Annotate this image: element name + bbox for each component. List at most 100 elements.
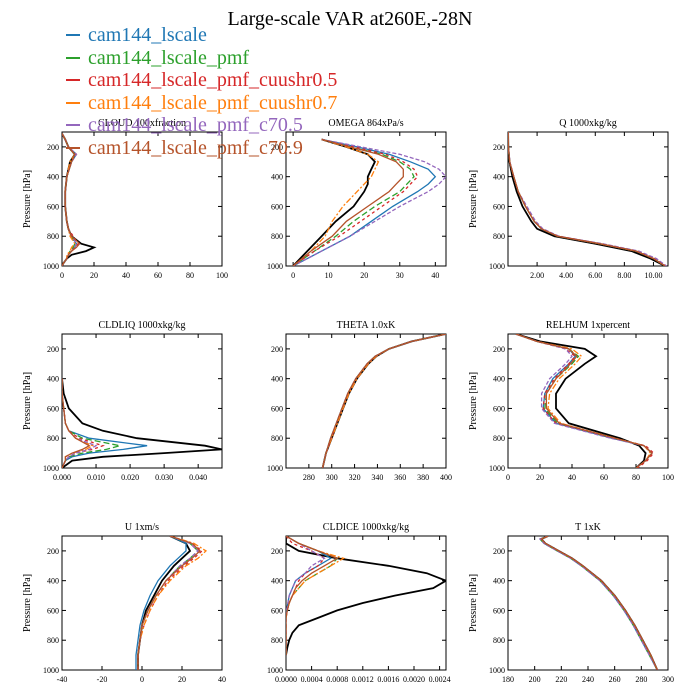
x-tick-label: 40: [568, 473, 576, 482]
legend-swatch: [66, 56, 80, 59]
x-tick-label: 0.0004: [301, 675, 323, 684]
x-tick-label: 280: [303, 473, 315, 482]
y-tick-label: 200: [493, 345, 505, 354]
x-tick-label: 0.0024: [429, 675, 451, 684]
series-line: [286, 536, 326, 656]
series-line: [508, 132, 666, 266]
series-line: [62, 378, 222, 468]
x-tick-label: 40: [122, 271, 130, 280]
x-tick-label: 220: [555, 675, 567, 684]
y-tick-label: 1000: [489, 464, 505, 473]
y-tick-label: 800: [47, 636, 59, 645]
x-tick-label: 8.00: [617, 271, 631, 280]
x-tick-label: 20: [90, 271, 98, 280]
series-line: [137, 536, 201, 670]
series-line: [286, 536, 346, 656]
x-tick-label: 0.040: [189, 473, 207, 482]
panel-title: T 1xK: [575, 522, 601, 533]
y-tick-label: 200: [493, 143, 505, 152]
panel-title: Q 1000xkg/kg: [559, 118, 617, 129]
series-line: [538, 536, 658, 670]
series-line: [292, 138, 419, 266]
x-tick-label: 320: [349, 473, 361, 482]
series-line: [538, 536, 658, 670]
legend-label: cam144_lscale_pmf: [88, 46, 250, 69]
legend-swatch: [66, 101, 80, 104]
series-line: [508, 132, 667, 266]
chart-panel: Q 1000xkg/kg Pressure [hPa] 200 400 600 800 10…: [468, 118, 669, 280]
x-tick-label: 30: [396, 271, 404, 280]
y-tick-label: 200: [47, 345, 59, 354]
x-tick-label: 0: [506, 473, 510, 482]
x-tick-label: 40: [431, 271, 439, 280]
y-axis-label: Pressure [hPa]: [468, 574, 479, 632]
series-line: [135, 536, 187, 670]
y-axis-label: Pressure [hPa]: [468, 170, 479, 228]
y-tick-label: 600: [47, 606, 59, 615]
y-tick-label: 1000: [267, 666, 283, 675]
y-tick-label: 800: [271, 636, 283, 645]
panel-title: OMEGA 864xPa/s: [328, 118, 403, 129]
series-line: [321, 334, 446, 468]
x-tick-label: 180: [502, 675, 514, 684]
series-line: [286, 536, 446, 656]
legend-label: cam144_lscale_pmf_c70.9: [88, 136, 303, 159]
series-line: [540, 536, 658, 670]
series-line: [62, 378, 95, 468]
panel-title: THETA 1.0xK: [337, 320, 396, 331]
y-tick-label: 1000: [267, 464, 283, 473]
series-line: [540, 536, 658, 670]
axes-frame: [61, 131, 223, 267]
x-tick-label: 260: [609, 675, 621, 684]
series-line: [321, 334, 446, 468]
series-line: [515, 334, 653, 468]
x-tick-label: 0.0016: [377, 675, 399, 684]
y-tick-label: 600: [493, 202, 505, 211]
chart-panel: THETA 1.0xK 200 400 600 800 1000 280 300 320 340 3…: [267, 320, 452, 482]
y-axis-label: Pressure [hPa]: [468, 372, 479, 430]
y-tick-label: 400: [493, 577, 505, 586]
series-line: [62, 378, 91, 468]
x-tick-label: 100: [216, 271, 228, 280]
series-line: [515, 334, 652, 468]
series-line: [321, 334, 446, 468]
x-tick-label: 200: [529, 675, 541, 684]
series-line: [137, 536, 192, 670]
axes-frame: [61, 333, 223, 469]
legend-swatch: [66, 79, 80, 82]
y-tick-label: 800: [47, 232, 59, 241]
y-tick-label: 1000: [43, 464, 59, 473]
legend-label: cam144_lscale: [88, 24, 207, 46]
y-axis-label: Pressure [hPa]: [22, 574, 33, 632]
y-tick-label: 800: [493, 636, 505, 645]
x-tick-label: 380: [417, 473, 429, 482]
legend-label: cam144_lscale_pmf_c70.5: [88, 114, 303, 137]
x-tick-label: 2.00: [530, 271, 544, 280]
x-tick-label: 240: [582, 675, 594, 684]
legend-swatch: [66, 124, 80, 127]
x-tick-label: 300: [326, 473, 338, 482]
y-tick-label: 400: [47, 577, 59, 586]
y-tick-label: 400: [271, 173, 283, 182]
series-line: [515, 334, 653, 468]
y-axis-label: Pressure [hPa]: [22, 170, 33, 228]
x-tick-label: 400: [440, 473, 452, 482]
y-tick-label: 400: [493, 173, 505, 182]
series-line: [508, 132, 666, 266]
x-tick-label: 60: [600, 473, 608, 482]
panel-title: RELHUM 1xpercent: [546, 320, 630, 331]
y-tick-label: 600: [493, 606, 505, 615]
x-tick-label: 0.010: [87, 473, 105, 482]
y-tick-label: 800: [271, 434, 283, 443]
x-tick-label: 340: [371, 473, 383, 482]
x-tick-label: 20: [360, 271, 368, 280]
y-tick-label: 1000: [489, 262, 505, 271]
axes-frame: [285, 131, 447, 267]
legend-swatch: [66, 34, 80, 36]
x-tick-label: 0.000: [53, 473, 71, 482]
